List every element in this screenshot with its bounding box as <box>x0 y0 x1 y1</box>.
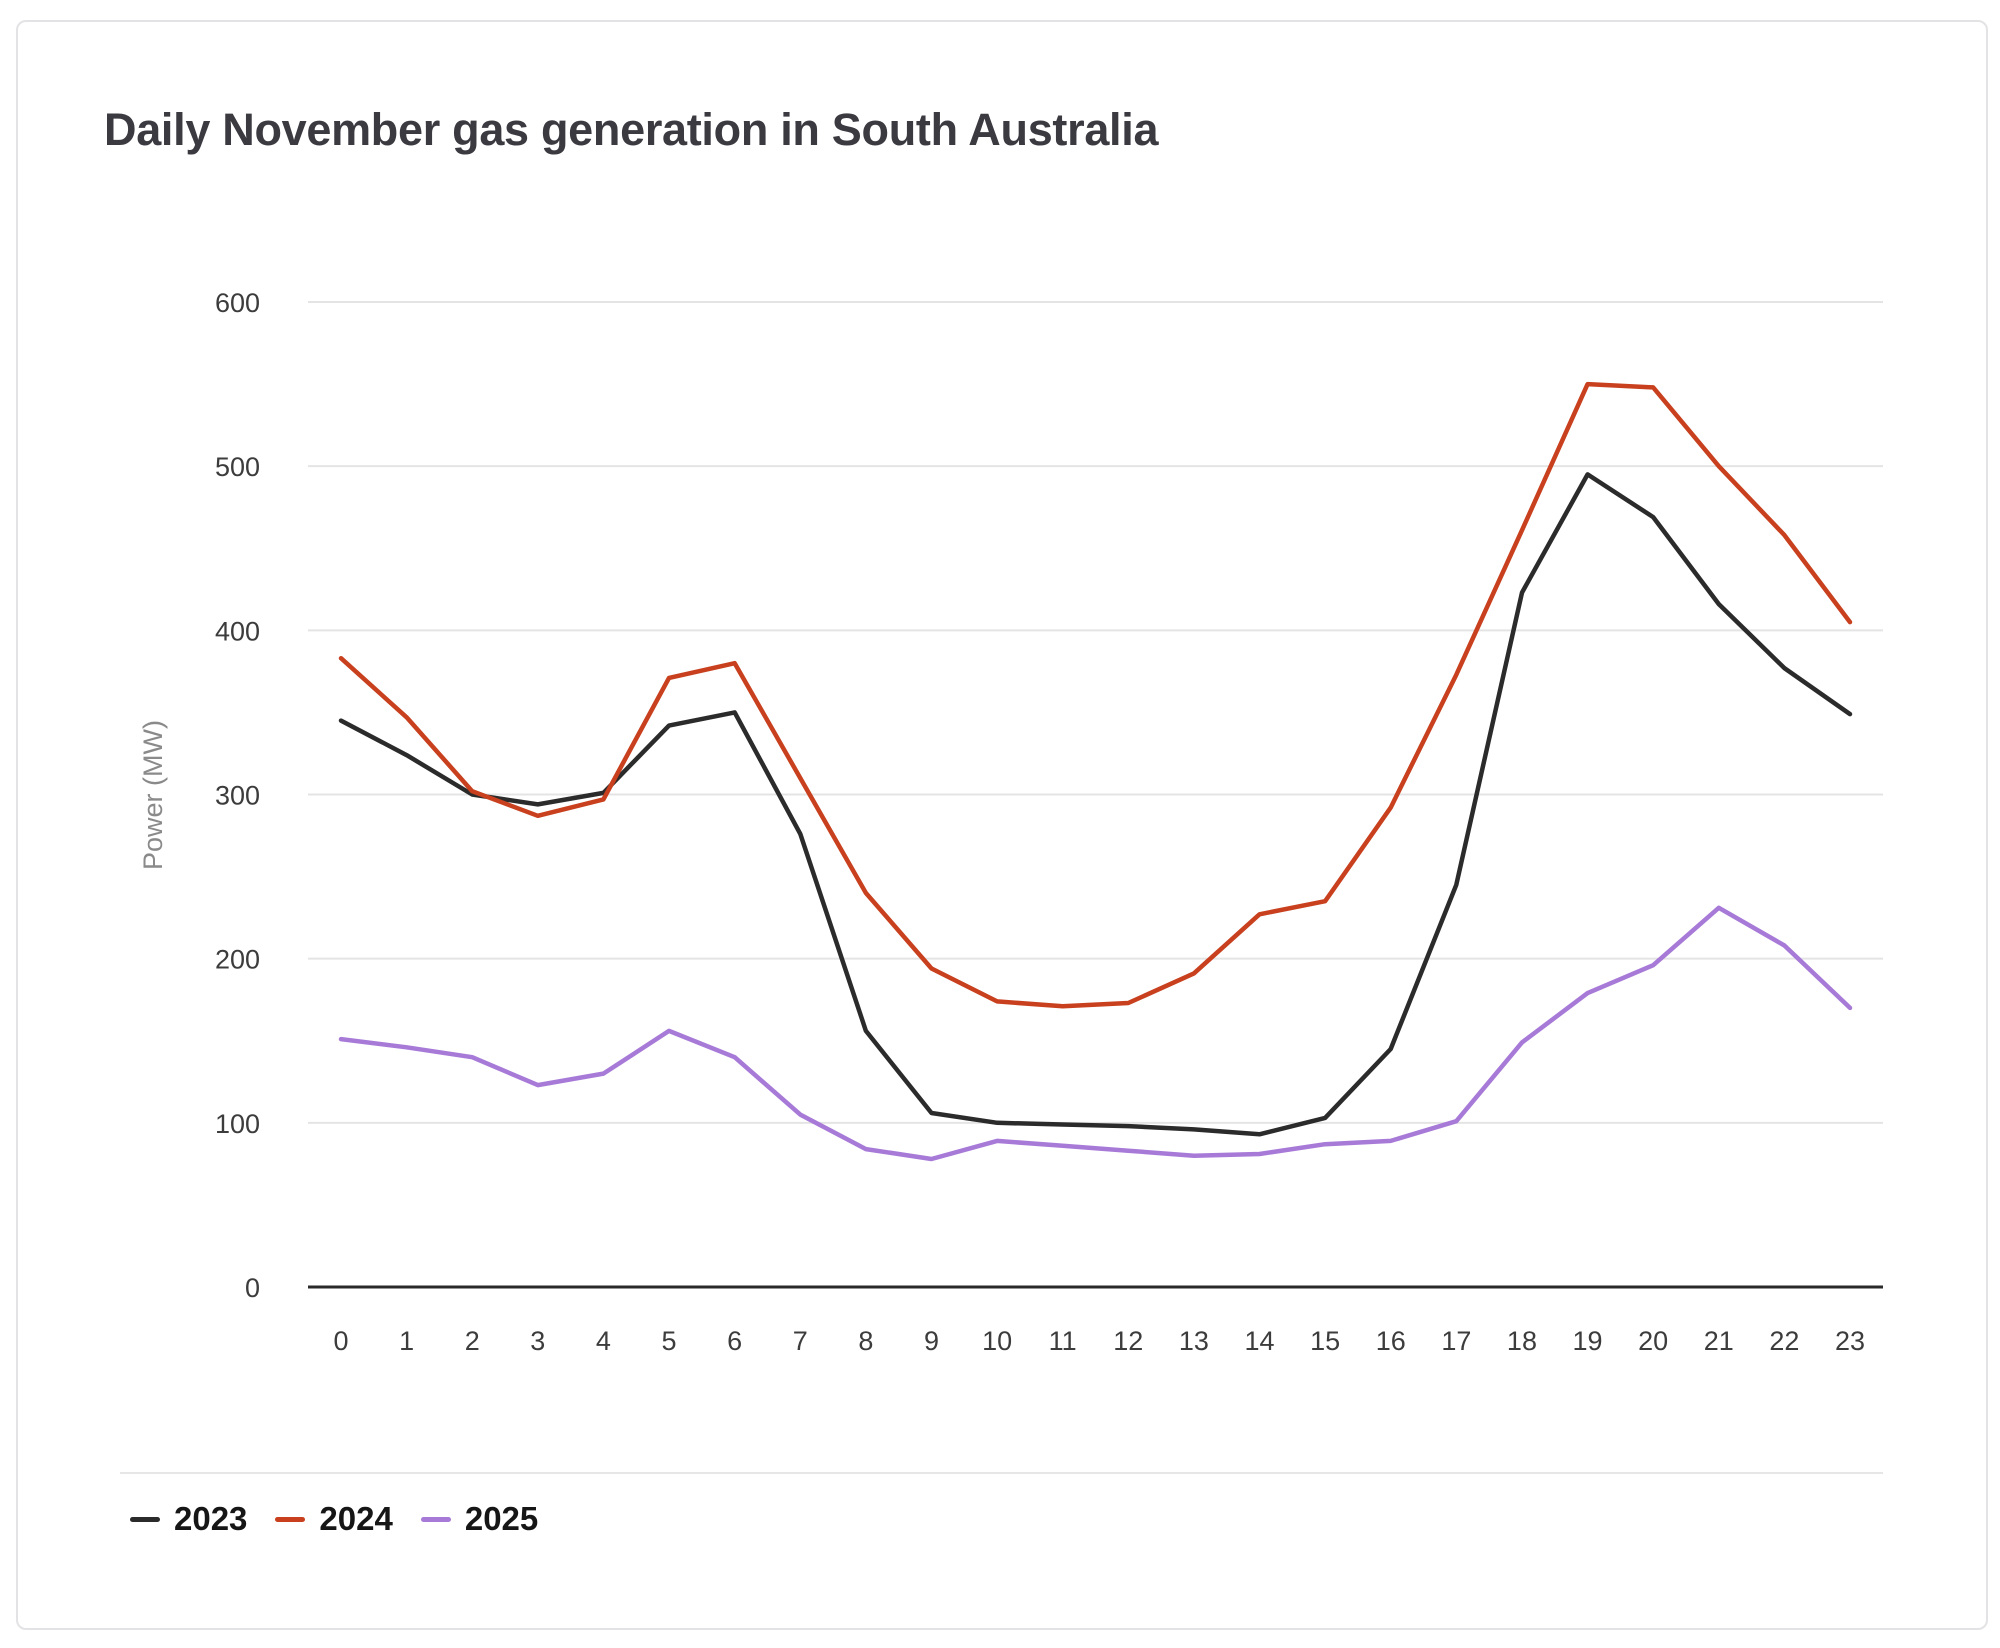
x-tick-label: 21 <box>1704 1326 1734 1356</box>
y-tick-label: 500 <box>215 452 260 482</box>
legend-item-2024[interactable]: 2024 <box>275 1500 393 1538</box>
x-tick-label: 16 <box>1376 1326 1406 1356</box>
x-tick-label: 6 <box>727 1326 742 1356</box>
x-tick-label: 17 <box>1441 1326 1471 1356</box>
chart-title: Daily November gas generation in South A… <box>104 104 1159 155</box>
series-line-2024[interactable] <box>338 381 1853 1009</box>
x-tick-label: 7 <box>793 1326 808 1356</box>
y-tick-label: 300 <box>215 781 260 811</box>
y-axis-label: Power (MW) <box>138 720 168 870</box>
x-tick-label: 10 <box>982 1326 1012 1356</box>
x-tick-label: 5 <box>662 1326 677 1356</box>
x-tick-label: 2 <box>465 1326 480 1356</box>
x-tick-label: 15 <box>1310 1326 1340 1356</box>
x-tick-label: 22 <box>1769 1326 1799 1356</box>
x-tick-label: 23 <box>1835 1326 1865 1356</box>
x-tick-label: 14 <box>1244 1326 1274 1356</box>
legend-swatch-2025 <box>420 1516 451 1522</box>
x-tick-label: 12 <box>1113 1326 1143 1356</box>
x-tick-label: 11 <box>1049 1326 1077 1356</box>
series-line-2023[interactable] <box>338 472 1853 1137</box>
legend-swatch-2024 <box>275 1516 306 1522</box>
y-tick-label: 600 <box>215 288 260 318</box>
legend-label-2023: 2023 <box>174 1500 248 1537</box>
grid-lines <box>308 301 1883 1124</box>
legend-item-2025[interactable]: 2025 <box>420 1500 539 1538</box>
series-line-2025[interactable] <box>338 905 1853 1162</box>
legend-label-2025: 2025 <box>464 1500 539 1537</box>
legend-label-2024: 2024 <box>319 1500 393 1537</box>
series-lines <box>338 381 1853 1162</box>
y-tick-label: 0 <box>245 1273 260 1303</box>
x-tick-label: 4 <box>596 1326 611 1356</box>
x-tick-label: 8 <box>858 1326 873 1356</box>
legend-item-2023[interactable]: 2023 <box>130 1500 247 1538</box>
x-tick-label: 9 <box>924 1326 939 1356</box>
y-tick-label: 400 <box>215 616 260 646</box>
x-tick-label: 18 <box>1507 1326 1537 1356</box>
x-tick-label: 3 <box>530 1326 545 1356</box>
y-tick-label: 100 <box>215 1109 260 1139</box>
x-tick-label: 20 <box>1638 1326 1668 1356</box>
x-tick-label: 13 <box>1179 1326 1209 1356</box>
x-tick-label: 19 <box>1573 1326 1603 1356</box>
legend-swatch-2023 <box>130 1516 160 1522</box>
legend: 2023 2024 2025 <box>130 1500 566 1538</box>
x-tick-label: 0 <box>333 1326 348 1356</box>
chart-card <box>16 20 1988 1630</box>
x-tick-label: 1 <box>399 1326 414 1356</box>
y-tick-label: 200 <box>215 945 260 975</box>
